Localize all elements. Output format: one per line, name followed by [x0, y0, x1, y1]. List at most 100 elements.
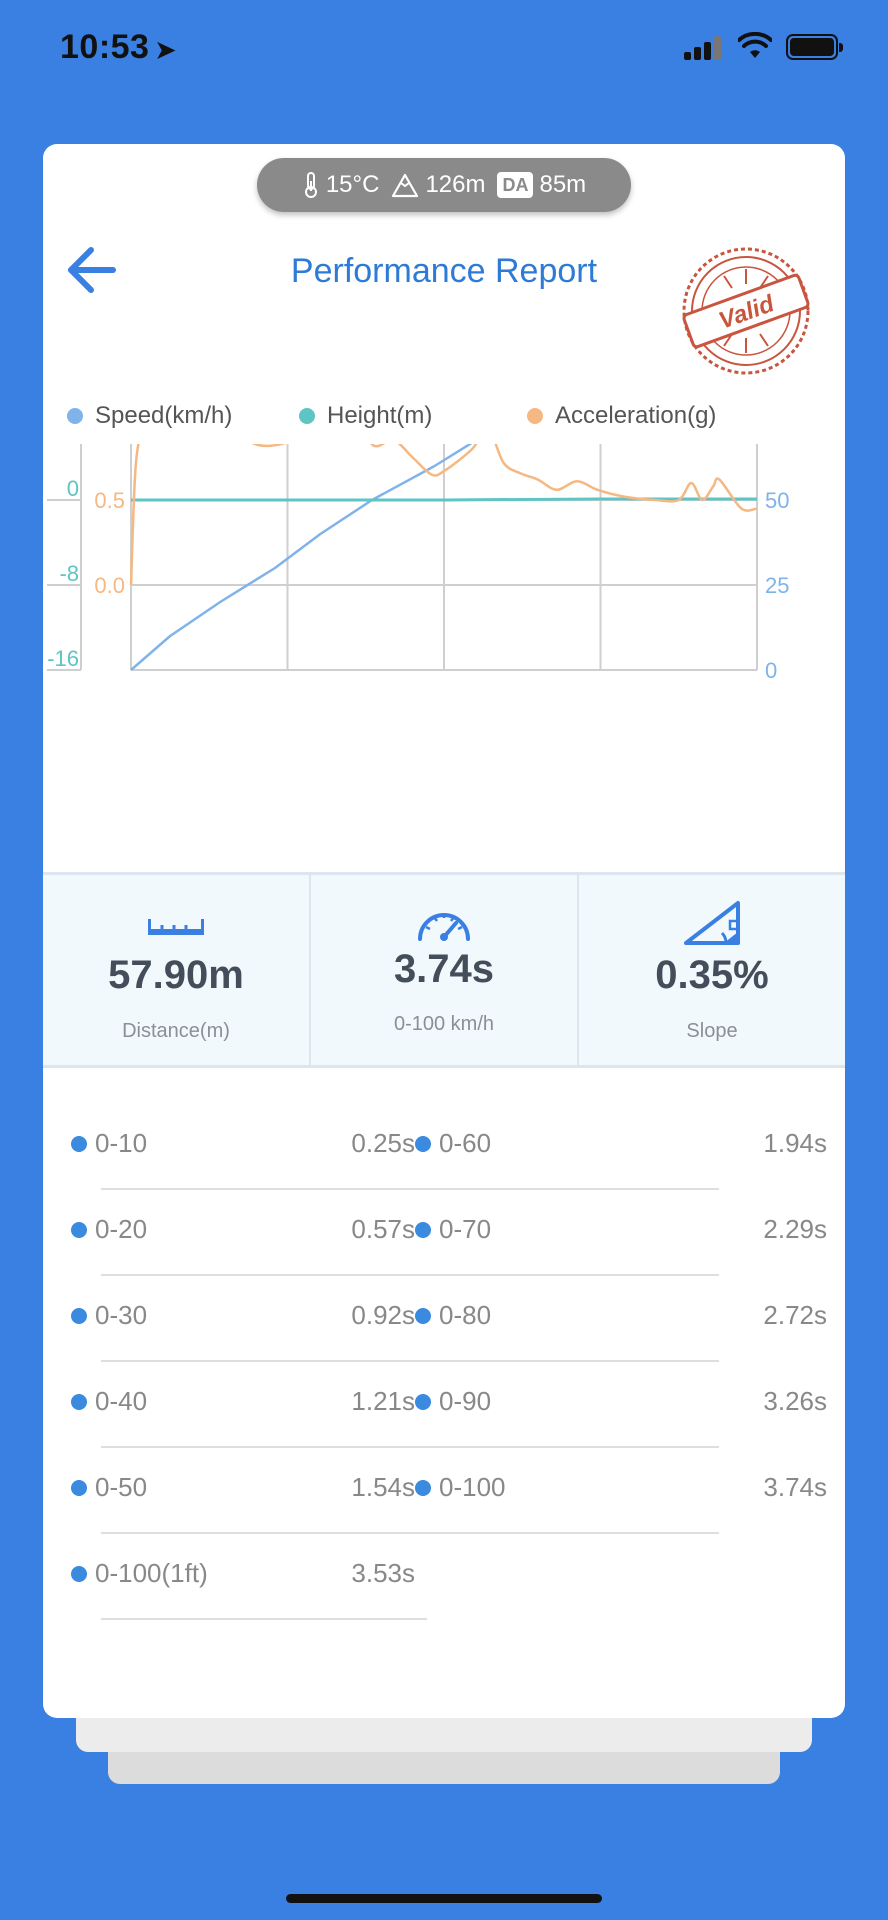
slope-label: Slope [686, 1020, 738, 1042]
split-row: 0-30 0.92s [43, 1276, 415, 1362]
mountain-icon [392, 173, 419, 198]
series-line-accel [129, 444, 758, 586]
altitude-item: 126m [391, 171, 485, 199]
split-dot [415, 1394, 431, 1410]
height-axis-label: -16 [47, 646, 79, 671]
temperature-value: 15°C [325, 171, 380, 198]
split-divider [101, 1188, 415, 1190]
speed-axis-label: 0 [765, 658, 777, 683]
split-range: 0-60 [439, 1128, 492, 1158]
split-range: 0-10 [95, 1128, 148, 1158]
split-row: 0-10 0.25s [43, 1104, 415, 1190]
status-bar: 10:53 ➤ [0, 0, 888, 96]
split-divider [101, 1532, 415, 1534]
page-title: Performance Report [290, 252, 598, 290]
legend-acceleration: Acceleration(g) [527, 402, 716, 430]
thermometer-icon [304, 172, 317, 198]
split-divider [101, 1360, 415, 1362]
split-time: 3.53s [351, 1558, 415, 1588]
split-time: 2.29s [763, 1214, 827, 1244]
split-time: 0.92s [351, 1300, 415, 1330]
ruler-icon [148, 919, 204, 935]
legend-height: Height(m) [299, 402, 432, 430]
legend-speed: Speed(km/h) [67, 402, 232, 430]
split-row: 0-100(1ft) 3.53s [43, 1534, 427, 1620]
split-row: 0-100 3.74s [415, 1448, 827, 1534]
wifi-icon [738, 32, 772, 58]
speedometer-icon [418, 913, 470, 941]
home-indicator[interactable] [286, 1894, 602, 1903]
series-line-speed [130, 444, 473, 671]
split-dot [71, 1136, 87, 1152]
report-card: 15°C 126m DA 85m Performance Report [43, 144, 845, 1718]
slope-value: 0.35% [655, 953, 769, 997]
stats-panel: 57.90m Distance(m) 3.74s 0-100 km/h [43, 872, 845, 1068]
split-divider [415, 1360, 719, 1362]
split-dot [71, 1480, 87, 1496]
split-dot [415, 1222, 431, 1238]
split-time: 3.74s [763, 1472, 827, 1502]
split-range: 0-30 [95, 1300, 148, 1330]
split-range: 0-100(1ft) [95, 1558, 208, 1588]
legend-acceleration-dot [527, 408, 543, 424]
split-range: 0-50 [95, 1472, 148, 1502]
stat-distance: 57.90m Distance(m) [43, 875, 309, 1065]
split-dot [71, 1566, 87, 1582]
time-value: 3.74s [393, 947, 495, 991]
slope-icon [684, 901, 740, 945]
split-row: 0-60 1.94s [415, 1104, 827, 1190]
split-dot [415, 1480, 431, 1496]
cellular-signal-icon [684, 36, 724, 60]
split-range: 0-70 [439, 1214, 492, 1244]
location-arrow-icon: ➤ [155, 37, 177, 64]
back-button[interactable] [61, 242, 121, 298]
split-divider [415, 1446, 719, 1448]
distance-value: 57.90m [108, 953, 244, 997]
accel-axis-label: 0.0 [94, 573, 125, 598]
split-time: 3.26s [763, 1386, 827, 1416]
split-time: 0.25s [351, 1128, 415, 1158]
accel-axis-label: 0.5 [94, 488, 125, 513]
arrow-left-icon [68, 247, 116, 293]
height-axis-label: -8 [59, 561, 79, 586]
split-divider [101, 1446, 415, 1448]
split-time: 2.72s [763, 1300, 827, 1330]
split-range: 0-100 [439, 1472, 506, 1502]
legend-speed-label: Speed(km/h) [95, 402, 233, 429]
split-dot [71, 1222, 87, 1238]
split-time: 1.54s [351, 1472, 415, 1502]
split-dot [71, 1308, 87, 1324]
split-range: 0-90 [439, 1386, 492, 1416]
conditions-pill: 15°C 126m DA 85m [257, 158, 631, 212]
da-badge: DA [497, 172, 534, 198]
split-divider [415, 1274, 719, 1276]
split-divider [415, 1532, 719, 1534]
split-dot [415, 1308, 431, 1324]
clock-text: 10:53 [60, 28, 150, 66]
legend-height-label: Height(m) [327, 402, 433, 429]
legend-speed-dot [67, 408, 83, 424]
speed-axis-label: 50 [765, 488, 789, 513]
split-range: 0-80 [439, 1300, 492, 1330]
split-time: 1.94s [763, 1128, 827, 1158]
status-time: 10:53 ➤ [60, 28, 176, 67]
stat-slope: 0.35% Slope [577, 875, 845, 1065]
valid-stamp: Valid [682, 247, 810, 375]
legend-height-dot [299, 408, 315, 424]
battery-icon [786, 34, 843, 60]
split-dot [415, 1136, 431, 1152]
split-range: 0-40 [95, 1386, 148, 1416]
split-row: 0-40 1.21s [43, 1362, 415, 1448]
split-row: 0-70 2.29s [415, 1190, 827, 1276]
split-dot [71, 1394, 87, 1410]
performance-chart: 1680-8-161.510.50.01007550250 [47, 444, 789, 683]
density-altitude-item: DA 85m [497, 171, 586, 199]
split-divider [415, 1188, 719, 1190]
temperature-item: 15°C [302, 171, 380, 199]
split-time: 0.57s [351, 1214, 415, 1244]
distance-label: Distance(m) [122, 1020, 230, 1042]
split-time: 1.21s [351, 1386, 415, 1416]
split-row: 0-20 0.57s [43, 1190, 415, 1276]
split-row: 0-90 3.26s [415, 1362, 827, 1448]
split-divider [101, 1274, 415, 1276]
